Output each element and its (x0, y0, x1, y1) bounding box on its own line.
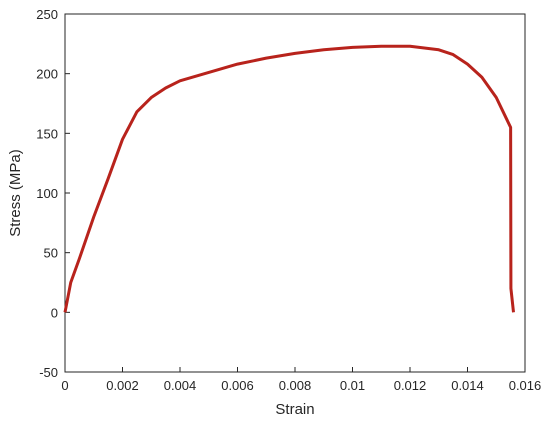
y-tick-label: -50 (39, 365, 58, 380)
y-axis-label: Stress (MPa) (7, 149, 24, 237)
x-tick-label: 0.008 (279, 378, 312, 393)
y-tick-label: 100 (36, 186, 58, 201)
y-tick-label: 150 (36, 126, 58, 141)
x-tick-label: 0.002 (106, 378, 139, 393)
x-tick-label: 0.004 (164, 378, 197, 393)
data-line (63, 44, 515, 313)
x-axis-label: Strain (275, 401, 314, 418)
x-tick-label: 0 (61, 378, 68, 393)
x-tick-label: 0.014 (451, 378, 484, 393)
x-tick-label: 0.006 (221, 378, 254, 393)
x-tick-label: 0.01 (340, 378, 365, 393)
x-tick-label: 0.016 (509, 378, 542, 393)
y-tick-label: 200 (36, 67, 58, 82)
y-tick-label: 0 (51, 305, 58, 320)
plot-frame (64, 13, 526, 373)
x-tick-label: 0.012 (394, 378, 427, 393)
y-tick-label: 250 (36, 7, 58, 22)
y-tick-label: 50 (44, 246, 58, 261)
